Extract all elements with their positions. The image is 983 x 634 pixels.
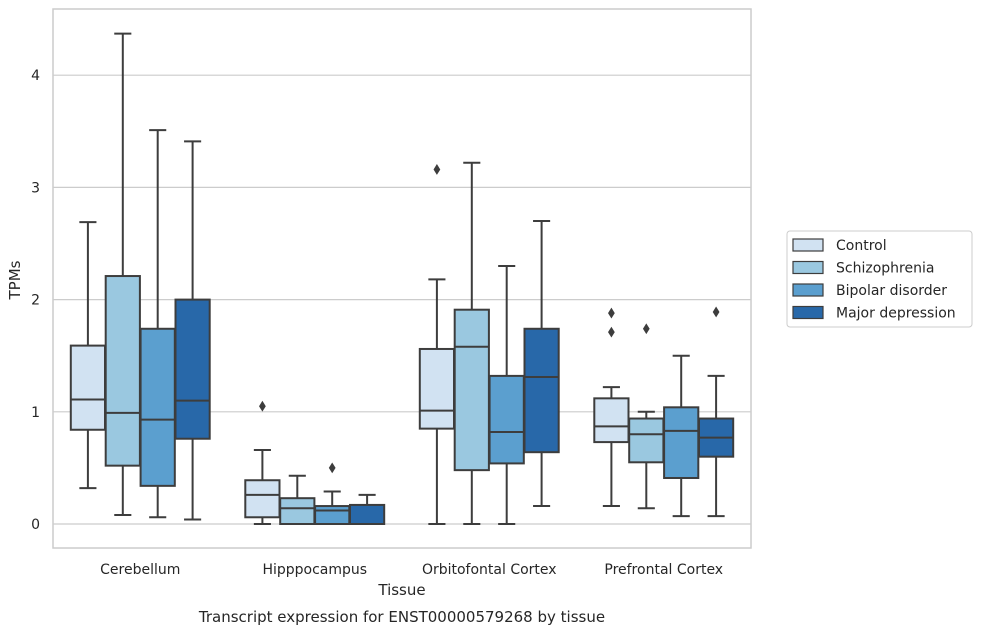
chart-title: Transcript expression for ENST0000057926… [198,608,605,626]
box-body [418,347,456,430]
box-major-depression [348,493,386,525]
legend: Control Schizophrenia Bipolar disorder Majo… [786,230,973,328]
y-tick-label: 1 [31,405,40,421]
box-control [244,400,281,525]
box-bipolar-disorder [488,264,525,525]
box-major-depression [174,140,211,521]
x-tick-label: Hipppocampus [262,562,367,578]
legend-swatch [792,305,824,320]
box-body [104,275,141,467]
y-axis-label: TPMs [6,260,24,300]
outlier-point [712,306,720,318]
outlier-point [642,323,650,335]
x-axis-label: Tissue [377,581,425,599]
x-tick-label: Prefrontal Cortex [604,562,723,578]
legend-frame [786,230,973,328]
box-schizophrenia [453,161,490,525]
legend-item: Schizophrenia [792,260,934,277]
plot-frame [52,8,752,549]
legend-swatch [792,238,824,252]
box-body [453,308,490,472]
y-tick-label: 0 [31,517,40,533]
box-bipolar-disorder [314,462,351,526]
y-tick-label: 4 [31,68,40,84]
y-tick-label: 2 [31,293,40,309]
outlier-point [608,326,615,338]
box-schizophrenia [279,474,316,525]
legend-item: Major depression [792,305,956,322]
box-bipolar-disorder [139,129,176,519]
box-body [139,327,176,487]
box-control [69,221,107,490]
x-tick-label: Cerebellum [100,562,180,578]
box-body [279,497,316,525]
legend-label: Major depression [836,306,956,322]
box-control [593,307,630,508]
box-body [628,417,665,464]
box-schizophrenia [628,323,665,510]
box-body [593,397,630,444]
outlier-point [608,307,615,319]
legend-item: Bipolar disorder [792,283,947,299]
box-bipolar-disorder [663,354,700,518]
legend-label: Bipolar disorder [836,283,947,299]
outlier-point [433,164,441,175]
y-tick-labels: 0 1 2 3 4 [31,68,40,533]
x-tick-labels: Cerebellum Hipppocampus Orbitofontal Corte… [100,562,723,578]
box-control [418,164,456,525]
y-tick-label: 3 [31,180,40,196]
box-body [488,374,525,465]
x-tick-label: Orbitofontal Cortex [422,562,557,578]
box-body [244,479,281,519]
outlier-point [328,462,336,474]
box-major-depression [523,220,560,508]
box-body [663,406,700,479]
box-major-depression [697,306,735,518]
legend-swatch [792,283,824,297]
legend-swatch [792,260,824,275]
box-body [174,298,211,440]
legend-label: Schizophrenia [836,261,934,277]
box-body [348,503,386,525]
outlier-point [259,400,266,412]
box-schizophrenia [104,32,141,517]
plot-marks [69,32,735,526]
box-body [523,327,560,454]
box-body [69,344,107,431]
box-body [314,505,351,526]
legend-label: Control [836,238,887,254]
legend-item: Control [792,238,887,254]
